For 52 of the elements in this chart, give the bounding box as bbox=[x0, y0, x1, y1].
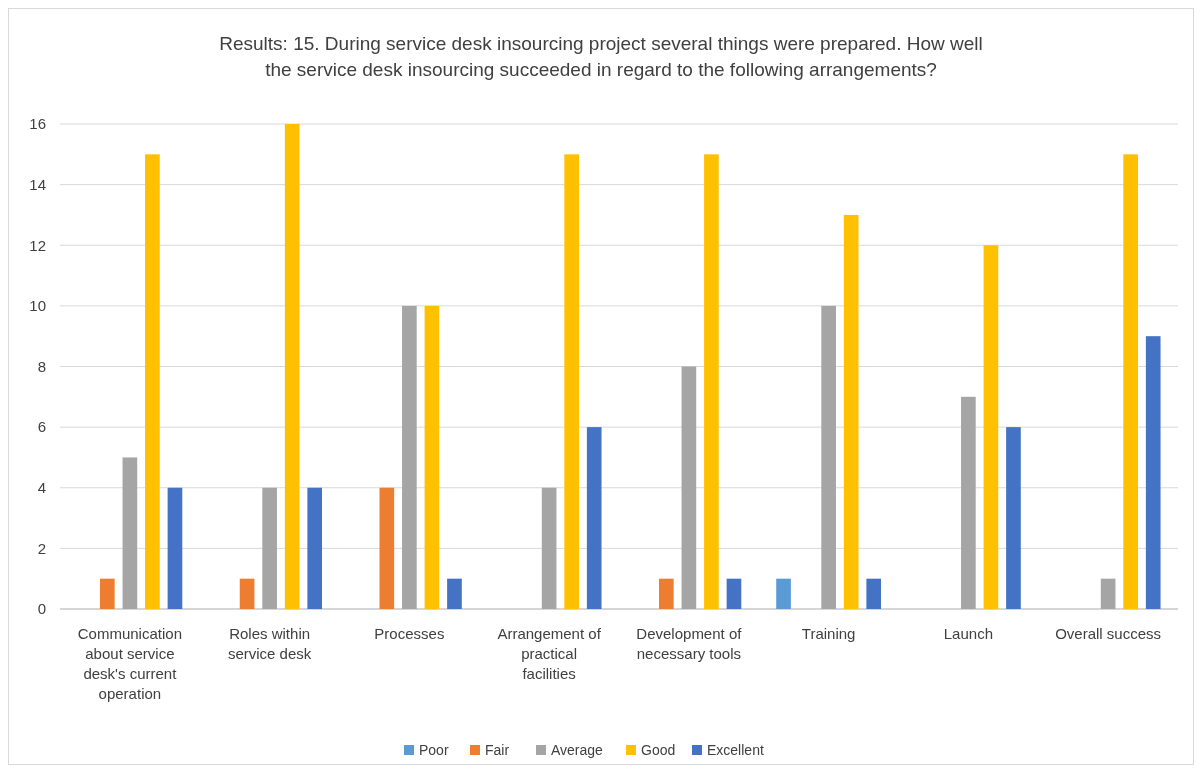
y-tick-label: 0 bbox=[37, 600, 46, 618]
x-tick-label: Arrangement of practical facilities bbox=[497, 625, 602, 682]
bar bbox=[447, 578, 462, 609]
legend-label: Good bbox=[641, 741, 676, 758]
bar bbox=[262, 487, 277, 609]
bar bbox=[167, 487, 183, 609]
bar bbox=[122, 457, 138, 609]
legend-label: Fair bbox=[485, 741, 510, 758]
y-tick-label: 10 bbox=[29, 297, 46, 315]
x-tick-label: Launch bbox=[943, 625, 993, 642]
y-tick-label: 4 bbox=[37, 479, 46, 496]
bar bbox=[239, 578, 255, 609]
bar bbox=[1145, 336, 1161, 609]
bar bbox=[681, 366, 697, 609]
legend-label: Average bbox=[551, 741, 604, 758]
y-tick-label: 8 bbox=[37, 357, 46, 375]
bar bbox=[541, 487, 557, 609]
y-tick-label: 16 bbox=[29, 115, 46, 133]
x-tick-label: Communication about service desk's current operation bbox=[77, 625, 182, 702]
y-tick-label: 12 bbox=[29, 236, 46, 254]
bar bbox=[659, 578, 674, 609]
x-tick-label: Overall success bbox=[1055, 625, 1162, 642]
bar bbox=[402, 305, 417, 609]
bar bbox=[704, 154, 719, 609]
y-tick-label: 6 bbox=[37, 418, 46, 436]
bar bbox=[726, 578, 742, 609]
bar bbox=[307, 487, 323, 609]
y-tick-label: 14 bbox=[29, 175, 46, 193]
bar bbox=[776, 578, 791, 609]
bar bbox=[564, 154, 579, 609]
y-tick-label: 2 bbox=[37, 539, 46, 557]
bar bbox=[961, 396, 976, 609]
bar bbox=[1100, 578, 1116, 609]
bar bbox=[983, 245, 999, 609]
bar bbox=[843, 214, 859, 609]
x-tick-label: Roles within service desk bbox=[227, 625, 312, 662]
bar bbox=[100, 578, 115, 609]
legend-label: Excellent bbox=[707, 741, 764, 758]
x-tick-label: Training bbox=[801, 625, 856, 642]
bar bbox=[821, 305, 836, 609]
bar bbox=[586, 427, 602, 609]
chart-title: Results: 15. During service desk insourcing project several things were prepared. How well the service desk insourcing succeeded in regard to the following arrangements? bbox=[219, 33, 983, 80]
bar bbox=[866, 578, 882, 609]
bar bbox=[1006, 427, 1021, 609]
bar bbox=[145, 154, 160, 609]
bar bbox=[424, 305, 440, 609]
x-tick-label: Processes bbox=[374, 625, 445, 642]
bar bbox=[284, 124, 300, 609]
bar bbox=[379, 487, 395, 609]
bar bbox=[1123, 154, 1138, 609]
legend-label: Poor bbox=[419, 741, 449, 758]
x-tick-label: Development of necessary tools bbox=[636, 625, 743, 662]
